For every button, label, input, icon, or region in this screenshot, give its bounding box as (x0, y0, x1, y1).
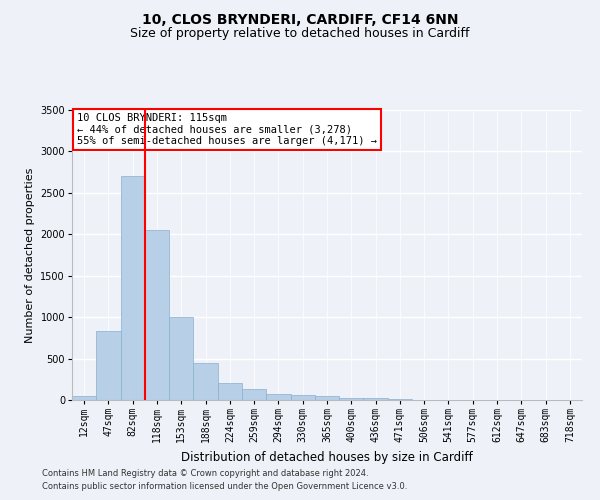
Bar (96, 331, 121, 400)
Bar (290, 395, 315, 400)
Text: Contains HM Land Registry data © Crown copyright and database right 2024.: Contains HM Land Registry data © Crown c… (42, 468, 368, 477)
Bar (242, 389, 266, 400)
Y-axis label: Number of detached properties: Number of detached properties (25, 168, 35, 342)
Text: 10 CLOS BRYNDERI: 115sqm
← 44% of detached houses are smaller (3,278)
55% of sem: 10 CLOS BRYNDERI: 115sqm ← 44% of detach… (77, 113, 377, 146)
Bar (121, 176, 145, 400)
Bar (169, 317, 193, 400)
Bar (266, 394, 290, 400)
Bar (339, 398, 364, 400)
Bar (315, 396, 339, 400)
Text: Contains public sector information licensed under the Open Government Licence v3: Contains public sector information licen… (42, 482, 407, 491)
Text: 10, CLOS BRYNDERI, CARDIFF, CF14 6NN: 10, CLOS BRYNDERI, CARDIFF, CF14 6NN (142, 12, 458, 26)
X-axis label: Distribution of detached houses by size in Cardiff: Distribution of detached houses by size … (181, 450, 473, 464)
Bar (193, 362, 218, 400)
Text: Size of property relative to detached houses in Cardiff: Size of property relative to detached ho… (130, 28, 470, 40)
Bar (364, 398, 388, 400)
Bar (218, 384, 242, 400)
Bar (145, 230, 169, 400)
Bar (72, 396, 96, 400)
Bar (388, 399, 412, 400)
